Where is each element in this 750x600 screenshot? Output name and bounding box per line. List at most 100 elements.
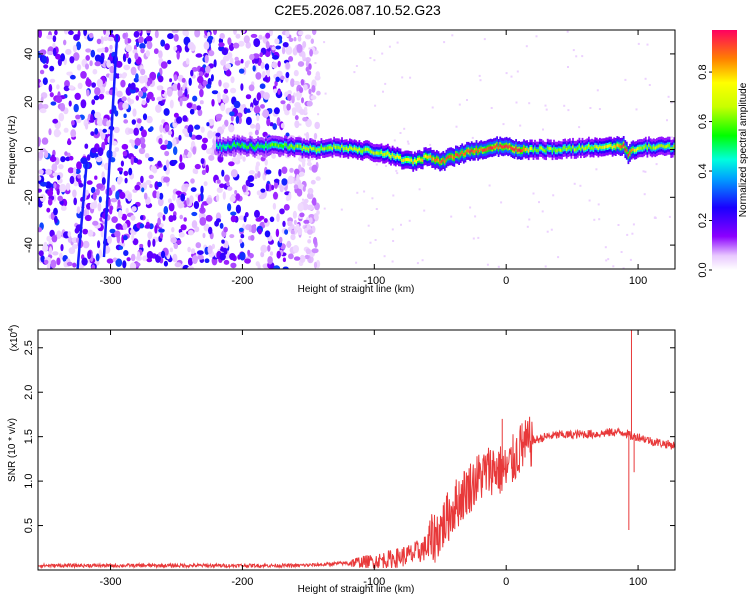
ridge-cell (415, 160, 418, 164)
noise-cell (138, 147, 146, 155)
ridge-cell (342, 147, 345, 151)
snr-y-tick: 1.5 (23, 429, 35, 444)
ridge-cell (592, 146, 595, 151)
noise-cell (575, 55, 578, 58)
noise-cell (293, 80, 300, 86)
ridge-cell (244, 144, 247, 148)
noise-cell (133, 31, 140, 38)
noise-cell (199, 88, 204, 98)
ridge-cell (564, 146, 566, 150)
noise-cell (123, 250, 129, 256)
noise-cell (255, 72, 262, 80)
ridge-cell (610, 144, 612, 148)
noise-cell (83, 30, 87, 36)
noise-cell (607, 258, 610, 261)
ridge-cell (459, 152, 462, 156)
noise-cell (483, 38, 486, 41)
noise-cell (156, 96, 163, 102)
noise-cell (280, 123, 285, 129)
noise-cell (208, 154, 215, 161)
noise-cell (375, 163, 378, 166)
noise-cell (117, 176, 123, 184)
noise-cell (269, 251, 274, 256)
noise-cell (248, 224, 252, 233)
noise-cell (91, 99, 96, 105)
noise-cell (201, 169, 206, 175)
noise-cell (56, 257, 61, 266)
ridge-cell (295, 144, 297, 148)
noise-cell (158, 50, 163, 59)
ridge-cell (393, 154, 396, 159)
noise-cell (250, 224, 257, 234)
noise-cell (216, 113, 223, 119)
noise-streak (76, 161, 89, 269)
noise-cell (139, 223, 145, 229)
noise-cell (588, 199, 591, 202)
noise-cell (204, 54, 209, 64)
noise-cell (505, 72, 508, 75)
noise-cell (303, 84, 308, 91)
noise-cell (183, 217, 187, 222)
noise-cell (96, 78, 103, 88)
noise-cell (596, 89, 599, 92)
noise-cell (307, 239, 312, 244)
noise-cell (307, 70, 312, 76)
noise-cell (222, 82, 230, 89)
noise-cell (143, 74, 148, 84)
noise-cell (70, 74, 76, 80)
ridge-cell (356, 149, 359, 153)
noise-cell (72, 44, 77, 53)
noise-cell (544, 104, 547, 107)
noise-cell (157, 181, 163, 188)
noise-cell (299, 109, 306, 115)
noise-cell (176, 50, 180, 60)
noise-cell (271, 61, 278, 69)
ridge-cell (534, 147, 536, 151)
noise-cell (265, 169, 272, 175)
noise-cell (135, 73, 139, 81)
ridge-cell (399, 155, 402, 160)
noise-cell (383, 255, 386, 258)
noise-cell (91, 147, 98, 154)
ridge-cell (635, 148, 638, 152)
noise-cell (253, 105, 261, 114)
noise-cell (230, 211, 237, 216)
noise-cell (202, 137, 208, 144)
noise-cell (230, 169, 238, 178)
noise-cell (310, 179, 316, 185)
noise-cell (96, 183, 104, 190)
noise-cell (294, 120, 300, 129)
noise-cell (244, 258, 251, 264)
noise-cell (373, 59, 376, 62)
noise-cell (313, 261, 318, 269)
noise-cell (66, 71, 72, 76)
ridge-cell (450, 154, 453, 158)
noise-cell (122, 222, 128, 231)
noise-cell (248, 84, 255, 92)
noise-cell (207, 130, 214, 139)
ridge-cell (235, 144, 237, 148)
noise-cell (245, 94, 252, 100)
noise-cell (125, 86, 132, 96)
noise-cell (211, 243, 215, 249)
noise-cell (132, 238, 139, 246)
ridge-cell (436, 157, 438, 161)
ridge-cell (345, 146, 348, 150)
ridge-cell (364, 147, 367, 151)
ridge-cell (599, 145, 601, 149)
ridge-cell (432, 157, 435, 161)
noise-cell (163, 108, 170, 116)
noise-cell (223, 226, 228, 233)
noise-cell (160, 250, 166, 259)
noise-cell (130, 156, 134, 165)
noise-cell (87, 229, 94, 237)
noise-cell (73, 52, 80, 61)
noise-cell (85, 55, 90, 61)
noise-cell (245, 116, 252, 126)
ridge-cell (488, 146, 491, 150)
snr-multiplier-base: (x10 (9, 331, 20, 351)
noise-cell (273, 265, 281, 269)
ridge-cell (371, 150, 373, 154)
svg-text:(x104): (x104) (8, 325, 20, 352)
noise-cell (472, 237, 475, 240)
